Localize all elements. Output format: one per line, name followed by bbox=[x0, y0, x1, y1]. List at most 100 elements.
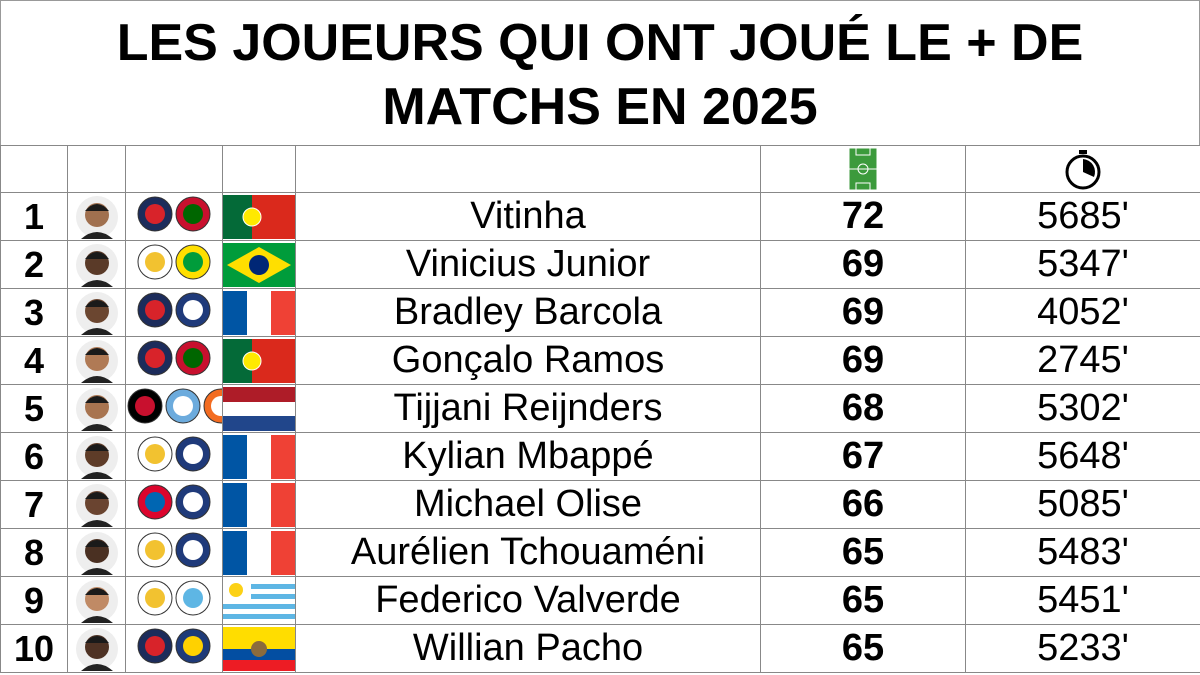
title: LES JOUEURS QUI ONT JOUÉ LE + DE MATCHS … bbox=[0, 0, 1200, 145]
club-logo bbox=[175, 340, 211, 376]
nation-flag bbox=[222, 480, 296, 529]
rank: 5 bbox=[0, 384, 68, 433]
club-logo bbox=[175, 484, 211, 520]
photo bbox=[75, 387, 118, 431]
photo bbox=[75, 627, 118, 671]
club-logos bbox=[125, 624, 223, 673]
player-photo bbox=[67, 624, 126, 673]
rank: 8 bbox=[0, 528, 68, 577]
minutes: 5648' bbox=[965, 432, 1200, 481]
nation-flag bbox=[222, 528, 296, 577]
nation-flag bbox=[222, 624, 296, 673]
club-logos bbox=[125, 384, 223, 433]
header-cell bbox=[67, 145, 126, 193]
player-name: Aurélien Tchouaméni bbox=[295, 528, 761, 577]
header-cell bbox=[125, 145, 223, 193]
minutes: 5451' bbox=[965, 576, 1200, 625]
flag bbox=[223, 194, 295, 239]
club-logos bbox=[125, 480, 223, 529]
minutes: 5302' bbox=[965, 384, 1200, 433]
flag bbox=[223, 290, 295, 335]
pitch-icon bbox=[848, 147, 878, 191]
matches: 69 bbox=[760, 240, 966, 289]
player-photo bbox=[67, 528, 126, 577]
rank: 9 bbox=[0, 576, 68, 625]
flag bbox=[223, 434, 295, 479]
matches: 65 bbox=[760, 528, 966, 577]
rank: 2 bbox=[0, 240, 68, 289]
rank: 3 bbox=[0, 288, 68, 337]
player-name: Tijjani Reijnders bbox=[295, 384, 761, 433]
player-row: 10 Willian Pacho 65 5233' bbox=[0, 624, 1200, 673]
club-logos bbox=[125, 528, 223, 577]
rank: 6 bbox=[0, 432, 68, 481]
player-row: 3 Bradley Barcola 69 4052' bbox=[0, 288, 1200, 337]
club-logo bbox=[175, 580, 211, 616]
minutes: 5685' bbox=[965, 192, 1200, 241]
club-logos bbox=[125, 432, 223, 481]
nation-flag bbox=[222, 192, 296, 241]
club-logos bbox=[125, 576, 223, 625]
nation-flag bbox=[222, 336, 296, 385]
header-cell bbox=[222, 145, 296, 193]
matches: 65 bbox=[760, 624, 966, 673]
rank: 7 bbox=[0, 480, 68, 529]
flag bbox=[223, 626, 295, 671]
player-name: Bradley Barcola bbox=[295, 288, 761, 337]
club-logo bbox=[175, 532, 211, 568]
club-logos bbox=[125, 336, 223, 385]
matches: 69 bbox=[760, 288, 966, 337]
photo bbox=[75, 483, 118, 527]
minutes: 5233' bbox=[965, 624, 1200, 673]
player-name: Gonçalo Ramos bbox=[295, 336, 761, 385]
flag bbox=[223, 530, 295, 575]
photo bbox=[75, 291, 118, 335]
matches: 72 bbox=[760, 192, 966, 241]
flag bbox=[223, 578, 295, 623]
club-logo bbox=[127, 388, 163, 424]
matches: 66 bbox=[760, 480, 966, 529]
club-logo bbox=[137, 532, 173, 568]
player-row: 9 Federico Valverde 65 5451' bbox=[0, 576, 1200, 625]
player-row: 6 Kylian Mbappé 67 5648' bbox=[0, 432, 1200, 481]
rank: 1 bbox=[0, 192, 68, 241]
minutes: 5347' bbox=[965, 240, 1200, 289]
player-row: 4 Gonçalo Ramos 69 2745' bbox=[0, 336, 1200, 385]
player-name: Federico Valverde bbox=[295, 576, 761, 625]
photo bbox=[75, 435, 118, 479]
player-row: 2 Vinicius Junior 69 5347' bbox=[0, 240, 1200, 289]
player-photo bbox=[67, 192, 126, 241]
matches: 67 bbox=[760, 432, 966, 481]
matches: 68 bbox=[760, 384, 966, 433]
nation-flag bbox=[222, 576, 296, 625]
player-photo bbox=[67, 240, 126, 289]
club-logo bbox=[137, 244, 173, 280]
player-photo bbox=[67, 480, 126, 529]
player-name: Vinicius Junior bbox=[295, 240, 761, 289]
club-logo bbox=[175, 628, 211, 664]
flag bbox=[223, 482, 295, 527]
player-photo bbox=[67, 384, 126, 433]
club-logo bbox=[137, 292, 173, 328]
minutes: 2745' bbox=[965, 336, 1200, 385]
player-photo bbox=[67, 432, 126, 481]
flag bbox=[223, 338, 295, 383]
player-row: 7 Michael Olise 66 5085' bbox=[0, 480, 1200, 529]
player-photo bbox=[67, 576, 126, 625]
photo bbox=[75, 579, 118, 623]
club-logos bbox=[125, 192, 223, 241]
player-row: 1 Vitinha 72 5685' bbox=[0, 192, 1200, 241]
minutes: 5085' bbox=[965, 480, 1200, 529]
club-logo bbox=[137, 436, 173, 472]
nation-flag bbox=[222, 288, 296, 337]
header-row bbox=[0, 145, 1200, 193]
player-row: 5 Tijjani Reijnders 68 5302' bbox=[0, 384, 1200, 433]
club-logo bbox=[137, 340, 173, 376]
flag bbox=[223, 386, 295, 431]
minutes: 5483' bbox=[965, 528, 1200, 577]
nation-flag bbox=[222, 384, 296, 433]
club-logo bbox=[203, 388, 222, 424]
photo bbox=[75, 195, 118, 239]
photo bbox=[75, 243, 118, 287]
